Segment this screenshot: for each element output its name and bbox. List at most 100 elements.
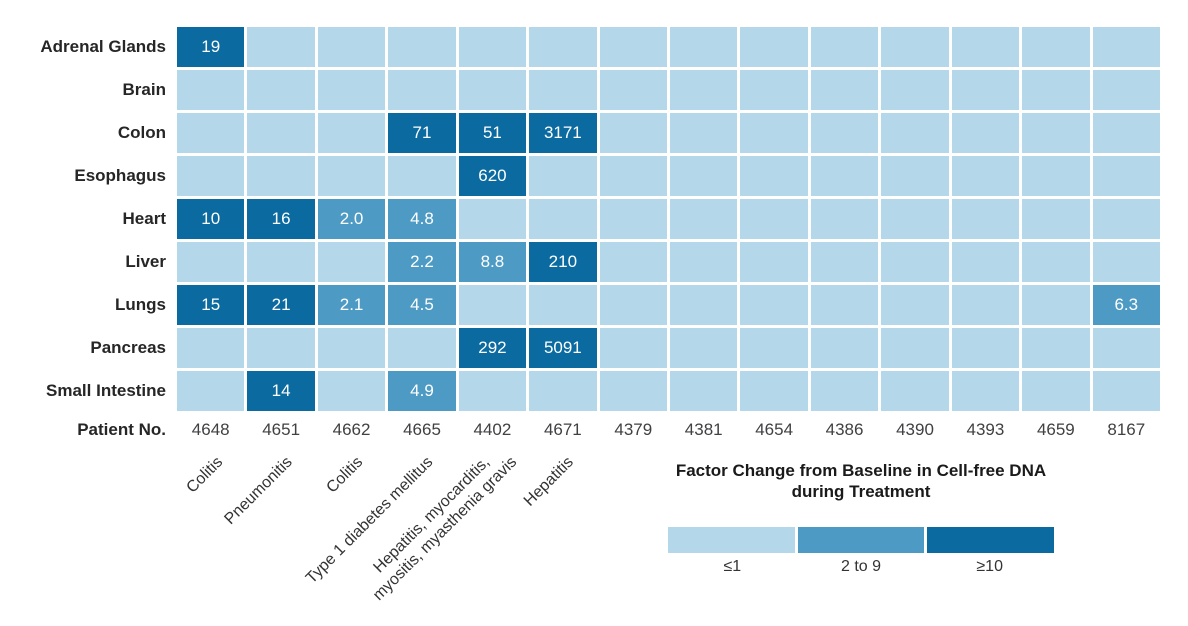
heatmap-cell [247,27,315,67]
legend-swatch-le1 [668,527,795,553]
heatmap-cell [881,371,949,411]
heatmap-cell [599,285,667,325]
heatmap-cell: 14 [247,371,315,411]
patient-number: 4662 [332,420,371,439]
heatmap-cell: 4.9 [388,371,456,411]
heatmap-cell [247,113,315,153]
heatmap-cell [881,113,949,153]
patient-number: 4379 [614,420,653,439]
heatmap-cell [177,113,245,153]
heatmap-cell [1022,242,1090,282]
heatmap-cell [317,113,386,153]
heatmap-cell [670,328,738,368]
diagnosis-label: myositis, myasthenia gravis [369,453,521,604]
heatmap-cell [529,27,597,67]
heatmap-cell [247,70,315,110]
heatmap-cell [1092,242,1160,282]
heatmap-cell [317,371,386,411]
heatmap-cell [881,156,949,196]
heatmap-grid: Adrenal Glands 19 Brain Colon 71 51 3171 Esopha… [0,27,1160,446]
heatmap-cell [458,285,527,325]
heatmap-cell [881,70,949,110]
diagnosis-label: Hepatitis, myocarditis, [370,453,494,577]
heatmap-cell [599,113,667,153]
diagnosis-label: Type 1 diabetes mellitus [303,453,437,588]
heatmap-cell [740,285,808,325]
heatmap-cell [670,113,738,153]
heatmap-cell [951,371,1020,411]
heatmap-cell [670,156,738,196]
patient-number: 4651 [262,420,301,439]
heatmap-cell [1022,328,1090,368]
heatmap-cell [810,113,879,153]
patient-number: 4671 [543,420,582,439]
heatmap-cell [1022,371,1090,411]
patient-number: 4386 [825,420,864,439]
heatmap-cell [810,156,879,196]
row-label: Heart [0,199,174,239]
heatmap-cell [599,199,667,239]
heatmap-cell: 2.1 [317,285,386,325]
heatmap-cell [740,371,808,411]
heatmap-cell [388,328,456,368]
legend-swatch-2to9 [797,527,925,553]
heatmap-cell [458,371,527,411]
heatmap-cell [951,27,1020,67]
patient-number: 4393 [966,420,1005,439]
heatmap-cell [177,242,245,282]
patient-number: 4665 [403,420,441,439]
heatmap-cell: 5091 [529,328,597,368]
heatmap-cell [670,199,738,239]
heatmap-cell [247,156,315,196]
heatmap-cell [599,242,667,282]
heatmap-cell [951,156,1020,196]
diagnosis-label: Colitis [323,453,367,497]
heatmap-cell [247,328,315,368]
heatmap-cell: 19 [177,27,245,67]
legend-title: Factor Change from Baseline in Cell-free… [668,460,1054,502]
heatmap-cell [810,70,879,110]
heatmap-cell [810,242,879,282]
heatmap-cell: 210 [529,242,597,282]
heatmap-cell: 8.8 [458,242,527,282]
patient-number: 4659 [1036,420,1075,439]
heatmap-cell [1022,156,1090,196]
heatmap-cell [951,242,1020,282]
heatmap-cell [177,328,245,368]
patient-number: 4402 [473,420,512,439]
heatmap-cell [247,242,315,282]
heatmap-cell [740,156,808,196]
heatmap-cell [1092,156,1160,196]
heatmap-cell [458,70,527,110]
legend-title-line1: Factor Change from Baseline in Cell-free… [675,461,1047,480]
row-label: Small Intestine [0,371,174,411]
heatmap-cell [810,27,879,67]
patient-number: 4648 [191,420,230,439]
heatmap-cell: 2.2 [388,242,456,282]
heatmap-cell [810,328,879,368]
diagnosis-label: Hepatitis [520,453,577,510]
legend-bin-label-le1: ≤1 [723,558,742,575]
heatmap-cell [388,156,456,196]
heatmap-cell [670,242,738,282]
heatmap-cell [881,242,949,282]
heatmap-cell [1092,70,1160,110]
diagnosis-label: Pneumonitis [221,453,296,528]
row-label: Adrenal Glands [0,27,174,67]
heatmap-cell [951,70,1020,110]
row-label: Colon [0,113,174,153]
heatmap-cell [1022,113,1090,153]
heatmap-cell [177,371,245,411]
heatmap-cell: 620 [458,156,527,196]
heatmap-cell [740,242,808,282]
heatmap-cell [458,27,527,67]
heatmap-cell [529,285,597,325]
heatmap-cell [317,27,386,67]
heatmap-cell [177,70,245,110]
heatmap-cell [388,70,456,110]
patient-number: 4390 [896,420,934,439]
patient-number: 8167 [1107,420,1146,439]
heatmap-cell [599,156,667,196]
row-label: Esophagus [0,156,174,196]
